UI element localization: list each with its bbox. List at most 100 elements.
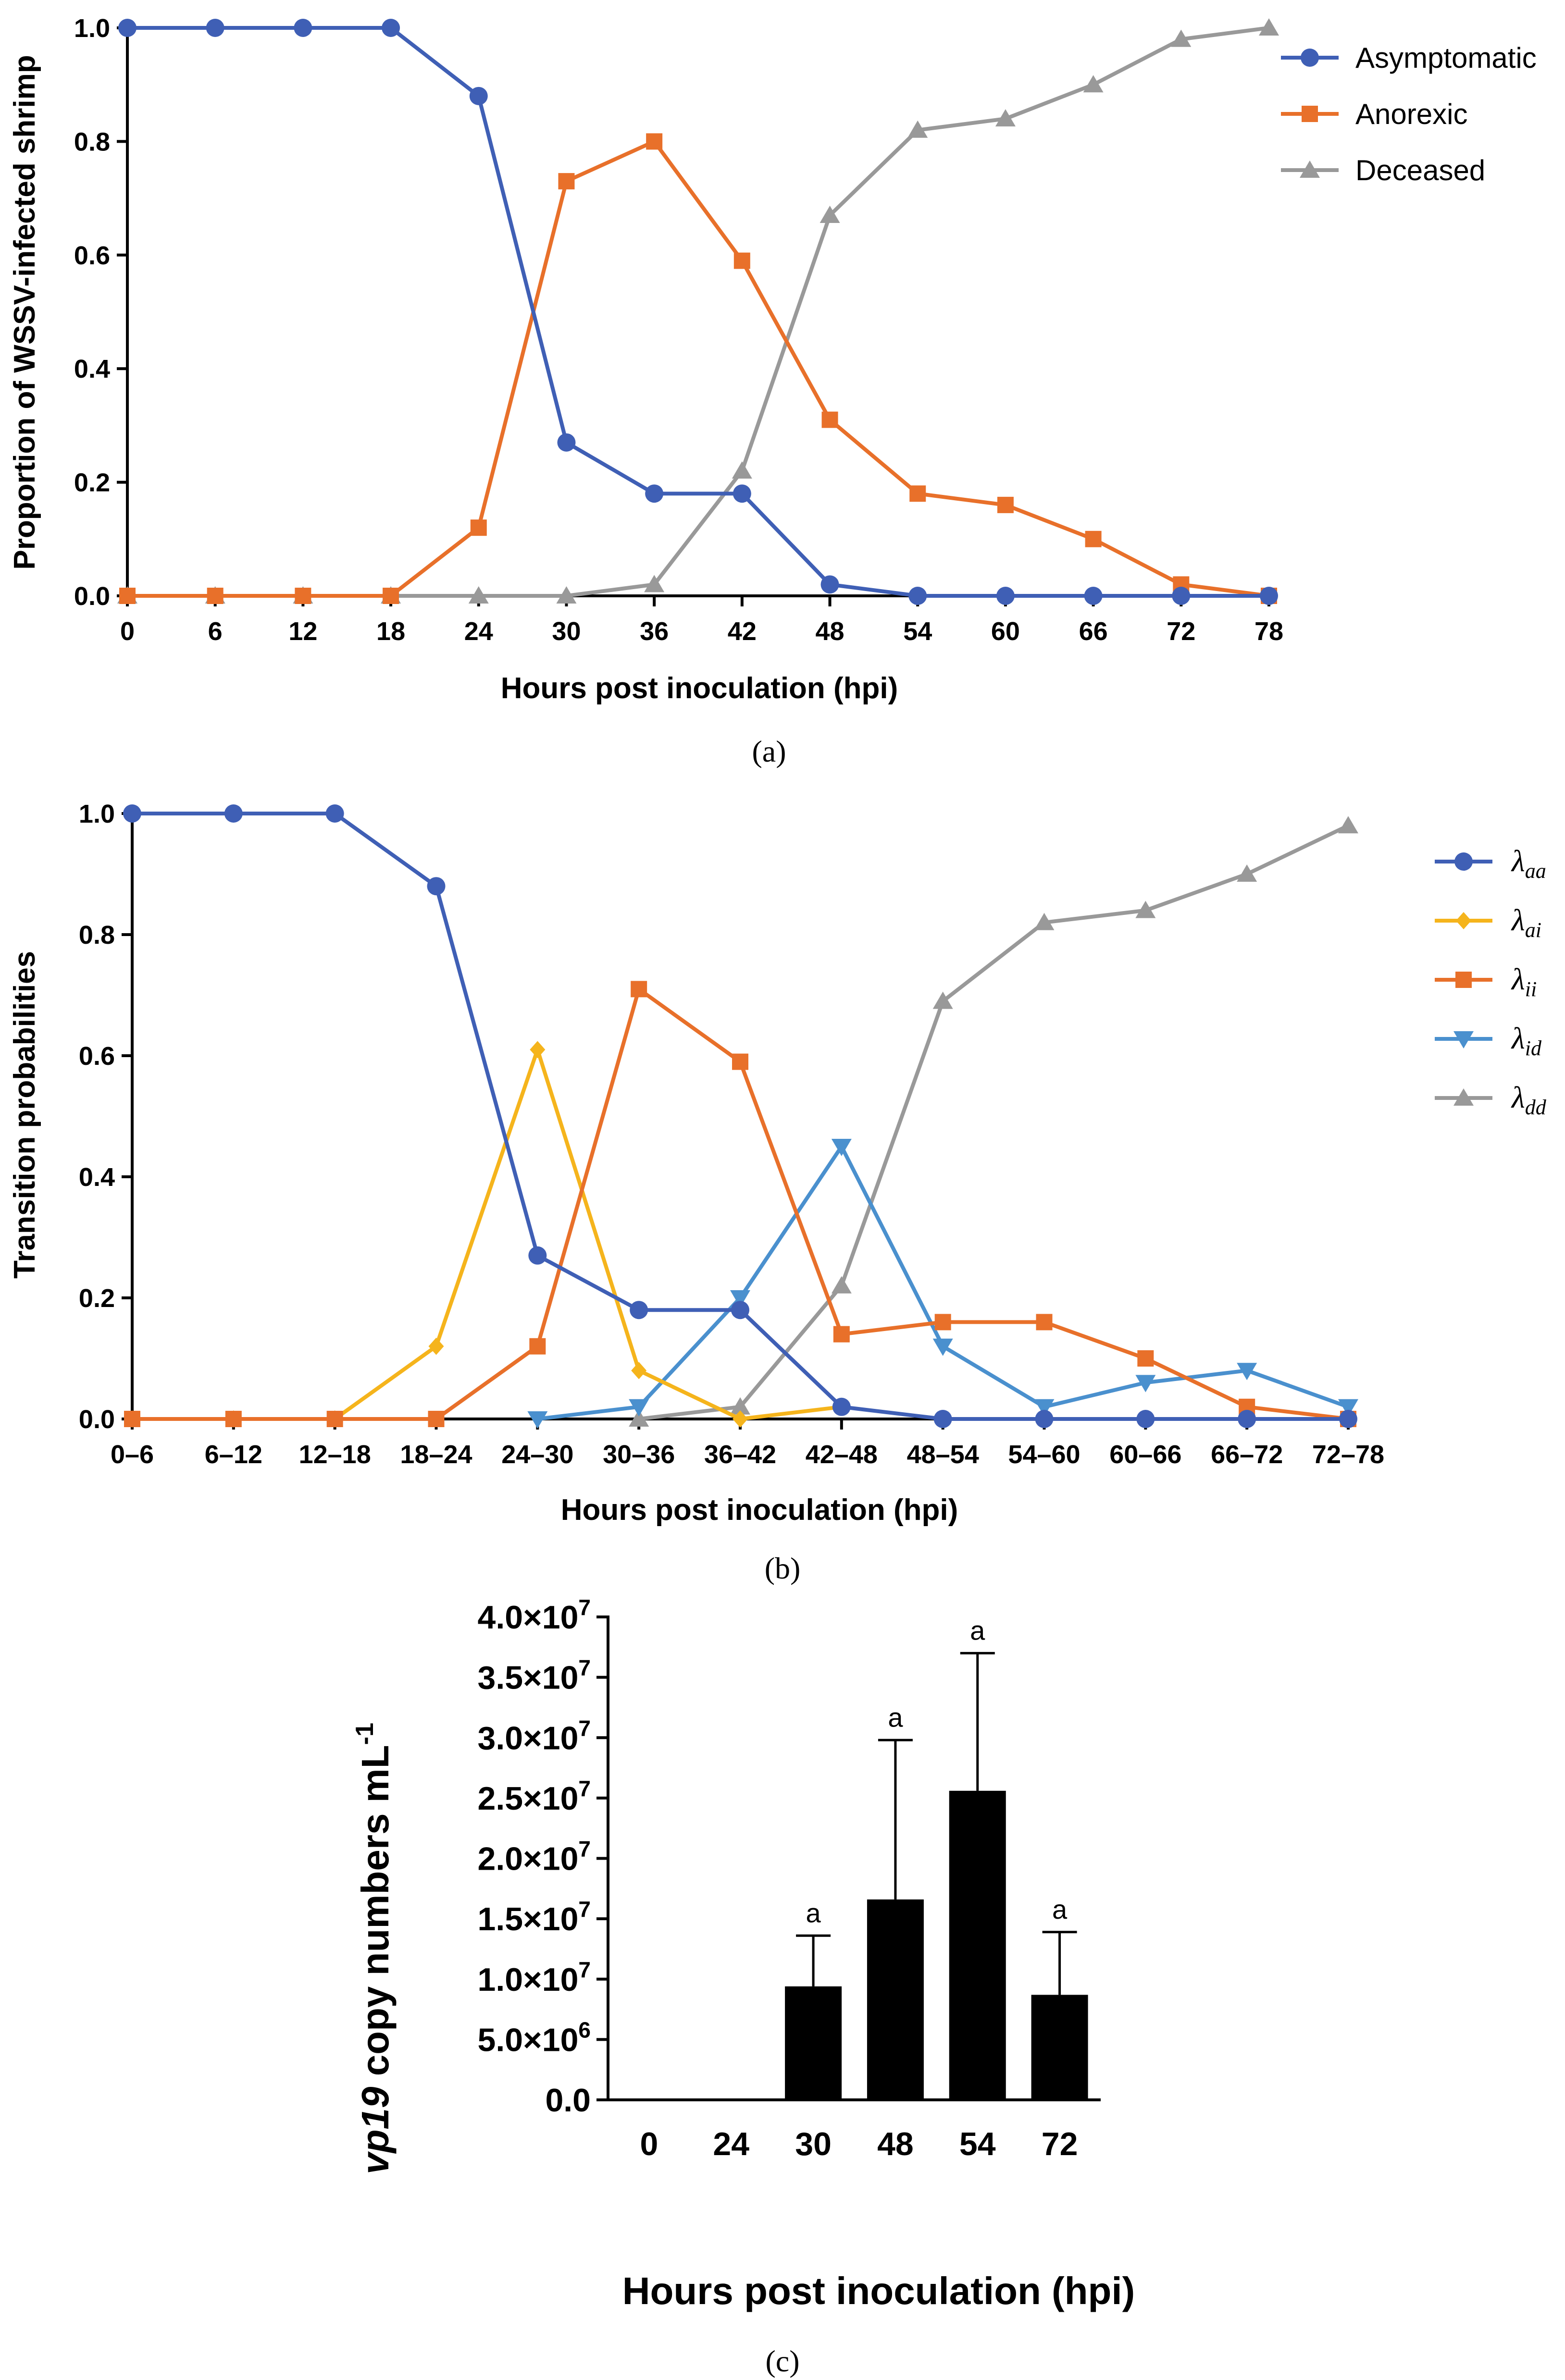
panel-a-series-0-point-5 — [557, 433, 576, 452]
panel-a-x-tick-label-2: 12 — [288, 617, 317, 646]
panel-b-legend-subscript-1: ai — [1525, 918, 1541, 942]
panel-c-y-tick-label-exp-5: 7 — [578, 1776, 591, 1801]
panel-b-series-0-point-11 — [1238, 1410, 1256, 1428]
panel-a-series-0-point-1 — [206, 19, 224, 37]
panel-a-series-1-point-3 — [383, 588, 399, 604]
panel-a-y-tick-label-5: 1.0 — [74, 14, 110, 43]
panel-b-series-0-point-4 — [528, 1246, 547, 1265]
panel-b-legend-label-2: λii — [1511, 962, 1537, 1001]
panel-a-series-2-point-6 — [644, 575, 665, 592]
panel-a-x-tick-label-13: 78 — [1254, 617, 1283, 646]
panel-c-y-tick-label-7: 3.5×107 — [478, 1655, 591, 1696]
panel-a-series-1-point-9 — [909, 485, 926, 502]
panel-a-series-2-point-9 — [907, 120, 928, 138]
panel-c-y-axis-title: vp19 copy numbers mL-1 — [351, 1723, 397, 2174]
panel-c-y-tick-label-base-5: 2.5×10 — [478, 1780, 579, 1817]
panel-a-series-1-line — [127, 139, 1269, 598]
panel-b-x-tick-label-2: 12–18 — [299, 1440, 371, 1469]
panel-a-legend-marker-1 — [1302, 106, 1318, 122]
panel-b-legend-lambda-1: λ — [1511, 903, 1525, 937]
panel-b-x-tick-label-6: 36–42 — [704, 1440, 776, 1469]
panel-b-x-tick-label-1: 6–12 — [205, 1440, 262, 1469]
panel-a-series-0-point-0 — [118, 19, 137, 37]
panel-b-series-0-point-1 — [224, 804, 243, 823]
panel-a-legend-label-0: Asymptomatic — [1355, 42, 1537, 74]
panel-b-legend-label-1: λai — [1511, 903, 1541, 942]
panel-b-legend-lambda-4: λ — [1511, 1080, 1525, 1114]
panel-c-y-tick-label-exp-8: 7 — [578, 1595, 591, 1620]
panel-b-x-tick-label-7: 42–48 — [806, 1440, 878, 1469]
panel-a-series-0-point-3 — [382, 19, 400, 37]
panel-b-series-3-point-8 — [932, 1338, 953, 1356]
panel-a-series-2-point-8 — [820, 206, 840, 223]
panel-b-x-tick-label-0: 0–6 — [111, 1440, 154, 1469]
panel-b-series-2-point-8 — [934, 1314, 951, 1331]
panel-b-series-3-point-6 — [730, 1290, 750, 1307]
panel-a-series-0-point-6 — [645, 484, 664, 503]
panel-c-x-tick-label-3: 48 — [877, 2126, 914, 2162]
panel-a-y-tick-label-1: 0.2 — [74, 469, 110, 497]
panel-b-legend-label-0: λaa — [1511, 844, 1546, 883]
panel-b-series-4-line — [638, 824, 1349, 1421]
panel-b-series-0-point-10 — [1136, 1410, 1155, 1428]
panel-b-legend-subscript-3: id — [1525, 1036, 1542, 1060]
panel-b-x-tick-label-4: 24–30 — [501, 1440, 573, 1469]
panel-b-legend-marker-3 — [1453, 1031, 1474, 1048]
panel-a-y-axis-title: Proportion of WSSV-infected shrimp — [8, 55, 41, 569]
panel-a-x-tick-label-9: 54 — [903, 617, 932, 646]
panel-b-y-tick-label-3: 0.6 — [79, 1042, 115, 1071]
panel-a-series-2-point-12 — [1171, 29, 1192, 47]
panel-c-significance-label-5: a — [1052, 1894, 1068, 1924]
panel-a-x-tick-label-6: 36 — [640, 617, 669, 646]
panel-b-legend-subscript-0: aa — [1525, 859, 1546, 883]
panel-b-legend-label-4: λdd — [1511, 1080, 1547, 1119]
panel-a-x-tick-label-3: 18 — [376, 617, 405, 646]
panel-a-series-1-point-11 — [1085, 530, 1102, 547]
panel-c-x-tick-label-4: 54 — [959, 2126, 996, 2162]
panel-b-legend-marker-4 — [1453, 1088, 1474, 1106]
panel-b-series-4-point-6 — [730, 1397, 750, 1415]
panel-c-y-tick-label-exp-7: 7 — [578, 1655, 591, 1680]
panel-a-series-1-point-6 — [646, 133, 663, 150]
panel-a-chart: 0.0 0.2 0.4 0.6 0.8 1.0 0 6 12 18 24 30 36 42 48 54 60 66… — [8, 14, 1537, 768]
panel-b-series-2-point-6 — [732, 1053, 748, 1070]
panel-c-y-tick-label-6: 3.0×107 — [478, 1715, 591, 1756]
panel-a-series-0-point-8 — [820, 575, 839, 594]
panel-c-x-axis-title: Hours post inoculation (hpi) — [622, 2269, 1135, 2312]
panel-c-x-tick-label-0: 0 — [640, 2126, 658, 2162]
panel-b-legend-marker-1 — [1456, 912, 1471, 929]
panel-a-series-2-point-4 — [468, 586, 489, 604]
panel-b-series-0-point-8 — [933, 1410, 952, 1428]
panel-a-series-0-line — [127, 26, 1269, 598]
panel-c-y-tick-label-4: 2.0×107 — [478, 1837, 591, 1877]
panel-a-series-1-point-8 — [821, 411, 838, 428]
panel-b-series-0-point-3 — [427, 877, 446, 896]
panel-b-series-0-point-0 — [123, 804, 141, 823]
panel-b-label: (b) — [765, 1551, 801, 1585]
panel-a-legend-marker-0 — [1301, 49, 1319, 67]
panel-c-significance-label-3: a — [888, 1702, 903, 1732]
panel-a-x-tick-label-7: 42 — [728, 617, 757, 646]
panel-b-series-2-point-2 — [326, 1411, 343, 1427]
panel-a-x-tick-label-4: 24 — [464, 617, 493, 646]
panel-c-significance-label-2: a — [806, 1898, 821, 1928]
panel-c-y-tick-label-exp-6: 7 — [578, 1715, 591, 1740]
panel-a-series-1-point-4 — [470, 519, 487, 536]
panel-b-legend-subscript-4: dd — [1525, 1096, 1547, 1119]
panel-b-x-axis-title: Hours post inoculation (hpi) — [561, 1493, 958, 1527]
panel-a-series-0-point-4 — [469, 86, 488, 105]
panel-b-y-tick-label-0: 0.0 — [79, 1405, 115, 1434]
panel-b-series-3-point-11 — [1237, 1363, 1257, 1381]
panel-b-x-tick-label-8: 48–54 — [907, 1440, 979, 1469]
panel-c-bar-2 — [785, 1986, 842, 2100]
panel-b-y-axis-title: Transition probabilities — [8, 951, 41, 1279]
panel-a-series-1-point-10 — [997, 496, 1014, 513]
panel-b-x-tick-label-12: 72–78 — [1312, 1440, 1384, 1469]
panel-c-y-tick-label-exp-3: 7 — [578, 1897, 591, 1922]
panel-c-y-tick-label-base-6: 3.0×10 — [478, 1720, 579, 1756]
panel-c-x-tick-label-5: 72 — [1042, 2126, 1078, 2162]
panel-c-x-tick-label-2: 30 — [795, 2126, 832, 2162]
panel-a-series-2-point-13 — [1259, 18, 1279, 36]
panel-a-series-1-point-0 — [119, 588, 136, 604]
panel-c-y-axis-title-italic: vp19 — [354, 2086, 397, 2174]
